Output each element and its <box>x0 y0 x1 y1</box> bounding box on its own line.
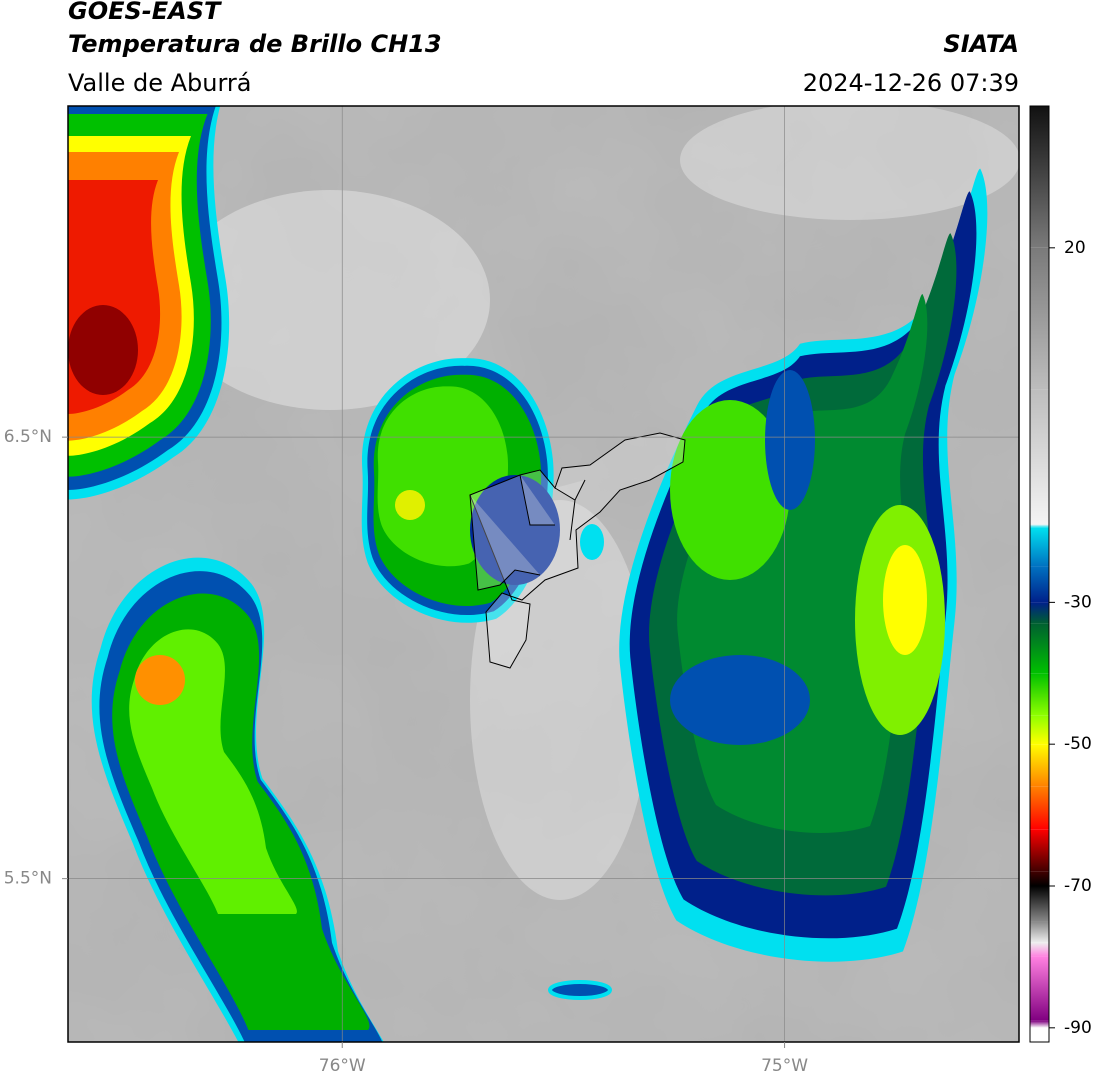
colorbar-segment <box>1030 623 1049 674</box>
colorbar-segment <box>1030 942 1049 957</box>
colorbar-segment <box>1030 871 1049 886</box>
y-tick-label: 5.5°N <box>4 869 52 889</box>
colorbar-tick-label: -90 <box>1064 1018 1092 1038</box>
grid <box>68 106 1019 1042</box>
colorbar-tick-label: -50 <box>1064 734 1092 754</box>
source: SIATA <box>943 30 1019 58</box>
colorbar-tick-label: 20 <box>1064 238 1086 258</box>
colorbar-segment <box>1030 673 1049 716</box>
colorbar-segment <box>1030 829 1049 872</box>
colorbar-segment <box>1030 786 1049 830</box>
map-frame <box>67 105 1020 1043</box>
colorbar-frame <box>1029 105 1050 1043</box>
map-image <box>68 106 1019 1042</box>
colorbar-tick-label: -30 <box>1064 592 1092 612</box>
colorbar-segment <box>1030 956 1049 1021</box>
colorbar-segment <box>1030 921 1049 943</box>
colorbar-segment <box>1030 1020 1049 1028</box>
colorbar-segment <box>1030 715 1049 745</box>
region: Valle de Aburrá <box>68 69 252 97</box>
colorbar-segment <box>1030 106 1049 248</box>
title: GOES-EAST <box>68 0 222 25</box>
colorbar-segment <box>1030 602 1049 624</box>
colorbar-segment <box>1030 1027 1049 1042</box>
colorbar-segment <box>1030 247 1049 390</box>
colorbar-segment <box>1030 527 1049 567</box>
valley-outline <box>469 432 686 669</box>
colorbar-segment <box>1030 566 1049 603</box>
colorbar-segment <box>1030 744 1049 787</box>
x-tick-label: 76°W <box>319 1056 366 1076</box>
colorbar <box>1030 106 1049 1042</box>
colorbar-segment <box>1030 389 1049 525</box>
datetime: 2024-12-26 07:39 <box>803 69 1019 97</box>
y-tick-label: 6.5°N <box>4 427 52 447</box>
subtitle: Temperatura de Brillo CH13 <box>68 30 442 58</box>
colorbar-segment <box>1030 524 1049 528</box>
colorbar-segment <box>1030 886 1049 922</box>
x-tick-label: 75°W <box>761 1056 808 1076</box>
colorbar-tick-label: -70 <box>1064 876 1092 896</box>
